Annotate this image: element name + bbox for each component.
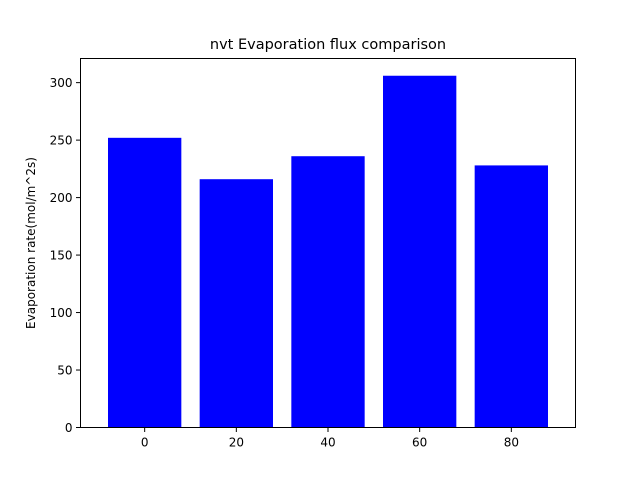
x-tick-label: 0 xyxy=(141,436,149,450)
bar-0 xyxy=(108,137,182,428)
plot-frame xyxy=(80,58,576,428)
bar-40 xyxy=(291,156,365,428)
x-tick-label: 20 xyxy=(229,436,244,450)
chart-title: nvt Evaporation flux comparison xyxy=(210,37,446,53)
y-tick-label: 200 xyxy=(50,191,73,205)
bar-80 xyxy=(474,165,548,428)
y-tick-label: 150 xyxy=(50,249,73,263)
bar-group xyxy=(108,75,548,428)
x-tick-label: 80 xyxy=(504,436,519,450)
x-tick-label: 60 xyxy=(412,436,427,450)
bar-60 xyxy=(383,75,457,428)
y-tick-label: 0 xyxy=(65,421,73,435)
y-tick-label: 100 xyxy=(50,306,73,320)
y-axis-label: Evaporation rate(mol/m^2s) xyxy=(24,157,38,329)
y-axis-ticks: 0 50 100 150 200 250 300 xyxy=(50,76,81,435)
y-tick-label: 300 xyxy=(50,76,73,90)
x-axis-ticks: 0 20 40 60 80 xyxy=(141,427,519,450)
bar-20 xyxy=(199,179,273,428)
y-tick-label: 250 xyxy=(50,134,73,148)
x-tick-label: 40 xyxy=(320,436,335,450)
y-tick-label: 50 xyxy=(57,364,72,378)
